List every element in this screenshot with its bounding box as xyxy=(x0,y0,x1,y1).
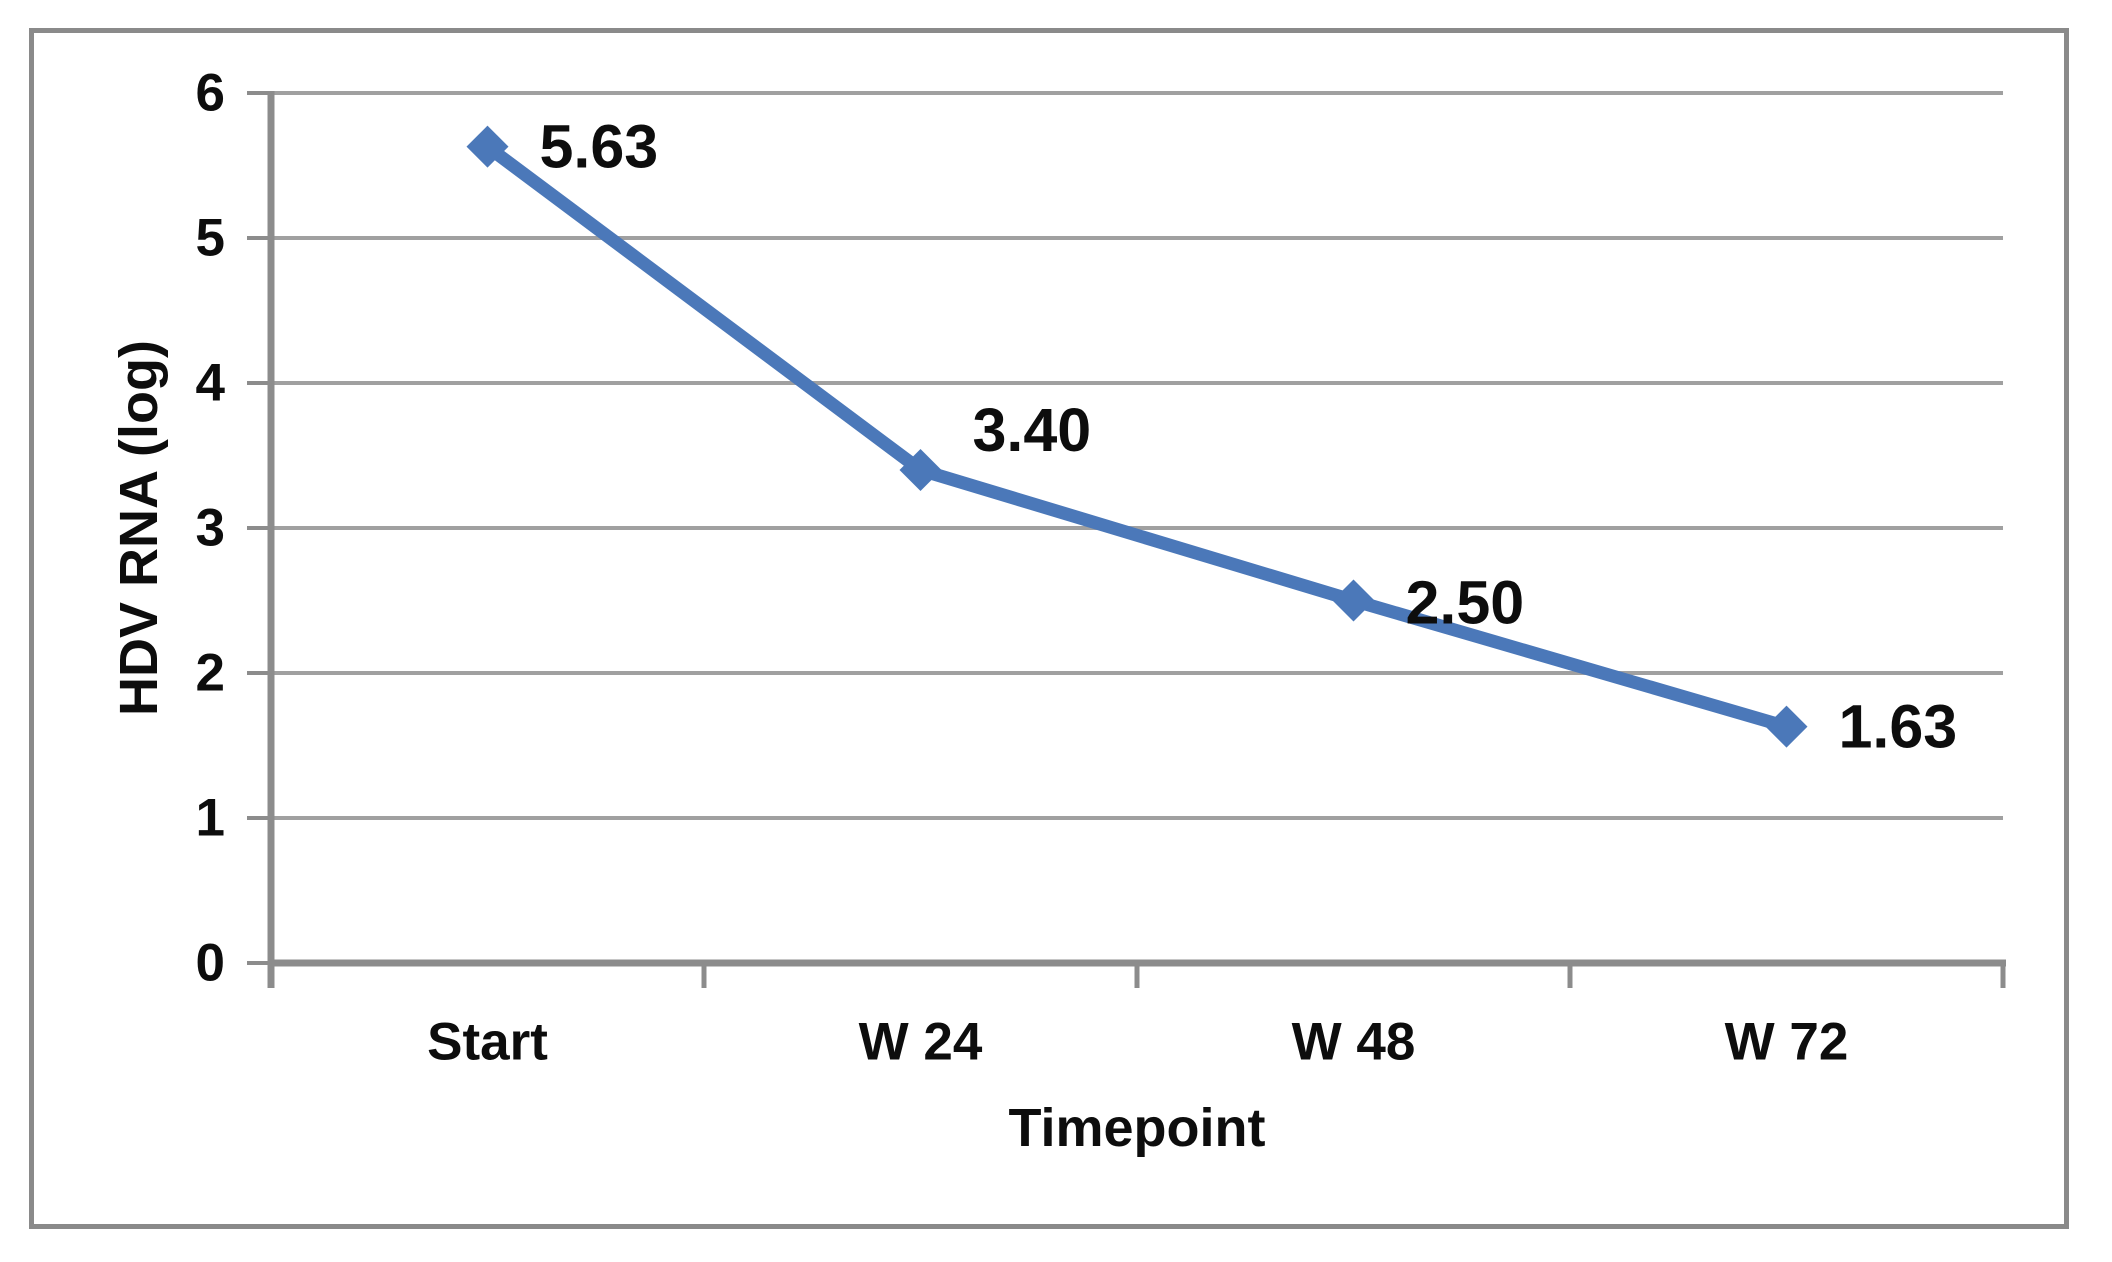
y-axis-title: HDV RNA (log) xyxy=(109,340,169,716)
data-point-label-3: 1.63 xyxy=(1839,693,1958,761)
x-category-label-2: W 48 xyxy=(1292,1013,1416,1072)
data-point-marker-1 xyxy=(899,449,942,491)
x-axis-title: Timepoint xyxy=(1008,1098,1265,1158)
data-point-marker-3 xyxy=(1765,705,1808,748)
series-line xyxy=(481,140,1793,734)
x-category-label-1: W 24 xyxy=(859,1013,983,1072)
y-tick-label-6: 6 xyxy=(196,64,225,123)
x-category-label-3: W 72 xyxy=(1725,1013,1849,1072)
axis-labels: 0 1 2 3 4 5 6 Start W 24 W 48 W 72 xyxy=(196,64,1849,1072)
y-tick-label-4: 4 xyxy=(196,354,226,413)
data-point-label-0: 5.63 xyxy=(540,113,659,181)
data-point-marker-2 xyxy=(1332,579,1375,622)
y-tick-label-5: 5 xyxy=(196,209,225,268)
data-point-label-1: 3.40 xyxy=(973,396,1092,464)
y-tick-label-2: 2 xyxy=(196,644,225,703)
x-category-label-0: Start xyxy=(427,1013,548,1072)
axes xyxy=(247,91,2006,988)
data-point-label-2: 2.50 xyxy=(1406,569,1525,637)
gridlines xyxy=(271,91,2003,820)
series-hdv-rna xyxy=(466,125,1808,748)
data-point-marker-0 xyxy=(466,125,509,168)
y-tick-label-3: 3 xyxy=(196,499,225,558)
chart-border xyxy=(29,28,2069,1229)
data-labels: 5.63 3.40 2.50 1.63 xyxy=(540,113,1958,761)
y-tick-label-0: 0 xyxy=(196,934,225,993)
y-tick-label-1: 1 xyxy=(196,789,225,848)
